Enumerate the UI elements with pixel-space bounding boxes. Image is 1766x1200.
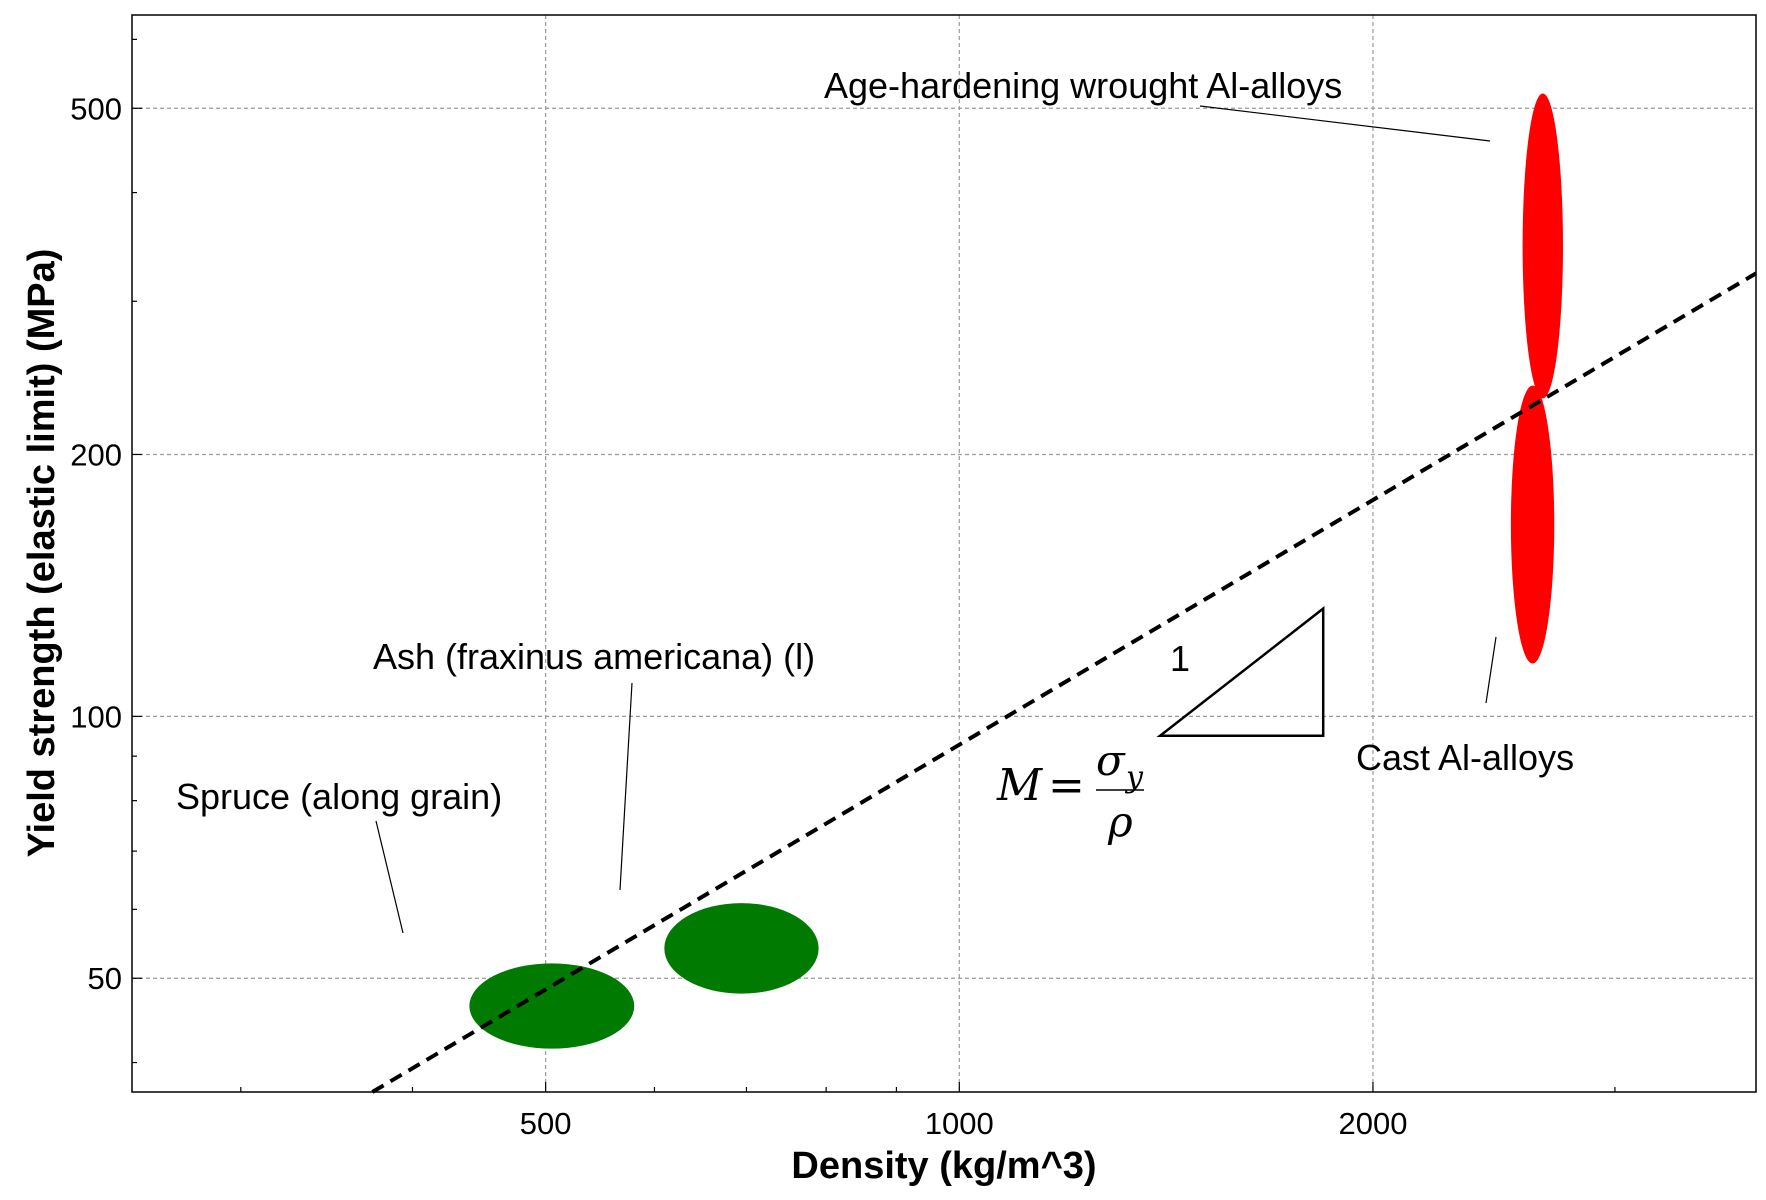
equation-denominator: ρ <box>1107 797 1133 846</box>
slope-label: 1 <box>1170 638 1190 679</box>
x-tick-label: 1000 <box>925 1106 994 1141</box>
material-bubble <box>469 963 635 1049</box>
equation-lhs: M <box>996 760 1043 811</box>
grid-lines <box>132 15 1756 1092</box>
y-axis-title: Yield strength (elastic limit) (MPa) <box>21 249 63 858</box>
leader-spruce <box>375 820 404 934</box>
material-bubble <box>1510 385 1555 664</box>
y-tick-label: 200 <box>70 437 122 472</box>
annotation-ash: Ash (fraxinus americana) (l) <box>373 636 815 677</box>
tick-labels: 500 1000 2000 50 100 200 500 <box>70 91 1407 1141</box>
leader-age-hardening <box>1199 105 1491 142</box>
x-tick-label: 500 <box>520 1106 572 1141</box>
annotation-cast-al: Cast Al-alloys <box>1356 737 1574 778</box>
y-tick-label: 50 <box>88 961 122 996</box>
annotations: Age-hardening wrought Al-alloys Cast Al-… <box>176 65 1574 934</box>
plot-frame <box>131 14 1757 1093</box>
y-tick-label: 100 <box>70 699 122 734</box>
material-bubble <box>1522 93 1564 399</box>
annotation-spruce: Spruce (along grain) <box>176 776 502 817</box>
leader-cast-al <box>1485 636 1497 704</box>
annotation-age-hardening: Age-hardening wrought Al-alloys <box>824 65 1342 106</box>
axis-ticks <box>132 38 1616 1092</box>
x-axis-title: Density (kg/m^3) <box>791 1145 1096 1187</box>
material-bubble <box>664 903 819 994</box>
y-tick-label: 500 <box>70 91 122 126</box>
equation-numerator: σ <box>1096 736 1126 785</box>
index-equation: M = σ y ρ <box>996 736 1144 846</box>
slope-triangle <box>1156 606 1325 737</box>
leader-ash <box>619 682 633 891</box>
material-bubbles <box>469 93 1564 1049</box>
guideline <box>371 271 1758 1094</box>
equation-equals: = <box>1048 760 1085 811</box>
guideline-dashed <box>371 271 1758 1094</box>
x-tick-label: 2000 <box>1338 1106 1407 1141</box>
equation-subscript: y <box>1124 760 1144 795</box>
